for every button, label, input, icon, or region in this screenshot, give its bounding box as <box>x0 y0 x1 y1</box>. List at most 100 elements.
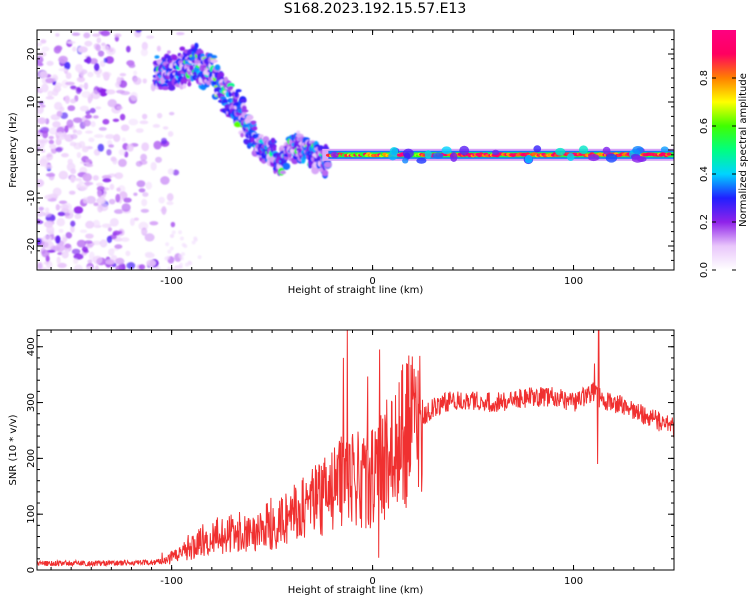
noise-speckle <box>106 235 113 244</box>
noise-speckle <box>99 60 106 68</box>
ridge-blob <box>287 152 292 158</box>
noise-speckle <box>37 138 40 143</box>
band-blob <box>441 146 452 155</box>
noise-speckle <box>57 211 66 217</box>
noise-speckle <box>44 207 50 213</box>
noise-speckle <box>79 229 88 233</box>
noise-speckle <box>115 257 125 265</box>
band-blob <box>388 152 398 161</box>
noise-speckle <box>81 90 92 99</box>
noise-speckle <box>139 120 149 125</box>
noise-speckle <box>120 237 130 242</box>
ridge-blob <box>171 54 178 61</box>
noise-speckle <box>85 195 96 204</box>
noise-speckle <box>112 230 121 236</box>
noise-speckle <box>71 32 81 36</box>
noise-speckle <box>141 113 148 120</box>
noise-speckle <box>141 41 148 51</box>
snr-series-line <box>37 330 674 568</box>
noise-speckle <box>72 129 77 134</box>
noise-speckle <box>75 86 82 95</box>
noise-speckle <box>85 233 94 239</box>
noise-speckle <box>66 119 74 128</box>
noise-speckle <box>83 82 89 90</box>
noise-speckle <box>92 240 102 246</box>
noise-speckle <box>166 255 171 260</box>
figure-title: S168.2023.192.15.57.E13 <box>283 1 467 17</box>
noise-speckle <box>56 131 64 136</box>
noise-speckle <box>85 163 94 168</box>
ridge-blob <box>228 91 232 97</box>
band-blob <box>416 157 427 164</box>
noise-speckle <box>130 91 138 101</box>
x-tick-label: 100 <box>564 576 583 587</box>
noise-speckle <box>55 235 61 244</box>
noise-speckle <box>113 33 122 38</box>
noise-speckle <box>92 255 103 265</box>
noise-speckle <box>45 77 55 84</box>
noise-speckle <box>78 184 88 191</box>
noise-speckle <box>141 142 150 152</box>
noise-speckle <box>38 206 44 211</box>
noise-speckle <box>94 63 100 72</box>
noise-speckle <box>144 233 155 242</box>
noise-speckle <box>155 156 162 163</box>
noise-speckle <box>120 124 130 132</box>
noise-speckle <box>135 128 144 133</box>
noise-speckle <box>97 50 105 57</box>
y-tick-label: 20 <box>26 48 37 61</box>
noise-speckle <box>94 265 99 270</box>
y-tick-label: 0 <box>26 567 37 573</box>
noise-speckle <box>92 115 99 119</box>
noise-speckle <box>121 137 126 142</box>
noise-speckle <box>97 199 105 205</box>
noise-speckle <box>48 230 55 235</box>
noise-speckle <box>52 88 59 97</box>
noise-speckle <box>86 266 94 270</box>
band-blob <box>605 153 618 163</box>
noise-speckle <box>58 171 68 179</box>
x-tick-label: 0 <box>369 276 375 287</box>
noise-speckle <box>140 153 148 161</box>
noise-speckle <box>55 147 63 153</box>
ridge-blob <box>296 136 301 142</box>
noise-speckle <box>73 258 79 264</box>
ridge-blob <box>279 170 286 175</box>
noise-speckle <box>37 55 44 64</box>
colorbar-label: Normalized spectral amplitude <box>738 73 749 227</box>
spectrogram-image <box>37 30 674 270</box>
band-blob <box>450 152 458 163</box>
y-tick-label: -10 <box>26 190 37 206</box>
ridge-blob <box>240 132 244 138</box>
noise-speckle <box>85 130 93 134</box>
noise-speckle <box>52 187 62 197</box>
band-blob <box>459 145 470 156</box>
noise-speckle <box>37 179 45 188</box>
noise-speckle <box>70 175 76 183</box>
noise-speckle <box>81 146 89 153</box>
noise-speckle <box>72 46 77 52</box>
noise-speckle <box>133 77 142 85</box>
noise-speckle <box>68 209 75 214</box>
noise-speckle <box>44 212 52 218</box>
noise-speckle <box>110 156 117 162</box>
noise-speckle <box>100 30 111 37</box>
noise-speckle <box>103 72 110 81</box>
noise-speckle <box>42 235 53 243</box>
noise-speckle <box>74 264 83 270</box>
noise-speckle <box>70 220 76 227</box>
noise-speckle <box>41 83 49 93</box>
noise-speckle <box>169 246 174 251</box>
ridge-blob <box>234 91 239 98</box>
ridge-blob <box>168 85 176 91</box>
noise-speckle <box>82 173 92 182</box>
noise-speckle <box>65 231 73 239</box>
band-blob <box>492 149 500 156</box>
noise-speckle <box>85 158 92 163</box>
noise-speckle <box>156 112 163 119</box>
noise-speckle <box>101 45 110 51</box>
snr-background <box>37 330 674 570</box>
noise-speckle <box>114 172 124 180</box>
noise-speckle <box>140 208 150 213</box>
